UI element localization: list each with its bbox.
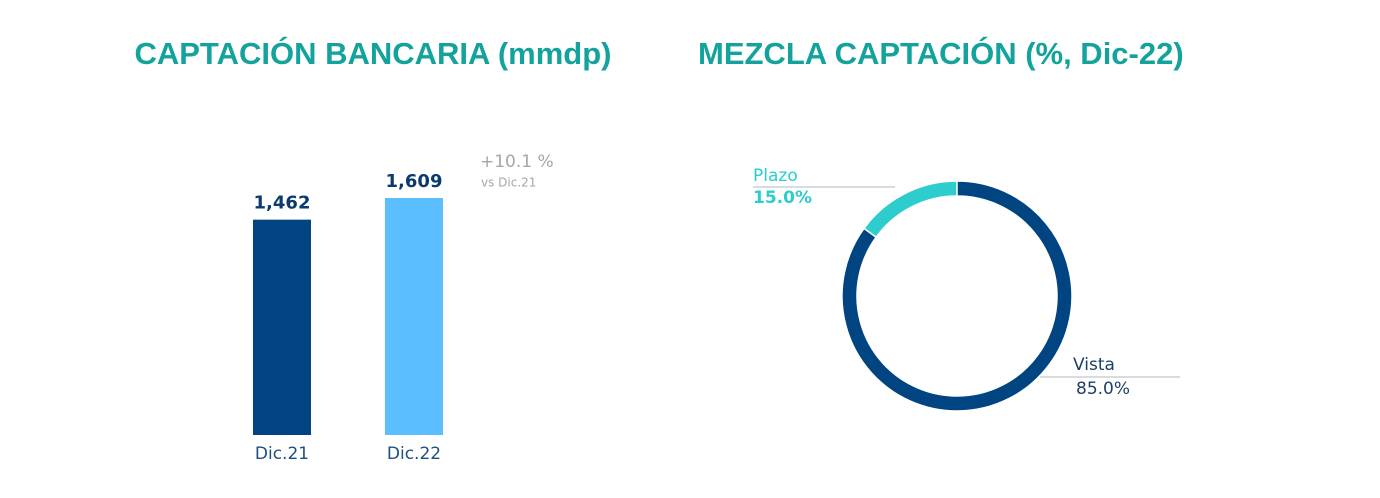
annotation: +10.1 % xyxy=(480,152,554,172)
bar xyxy=(385,198,443,435)
donut-segment xyxy=(862,180,958,239)
data-label: 1,609 xyxy=(386,171,443,192)
bar xyxy=(253,219,311,435)
donut-segment xyxy=(841,180,1073,412)
segment-value: 85.0% xyxy=(1076,379,1130,399)
segment-value: 15.0% xyxy=(753,188,812,208)
chart-title: MEZCLA CAPTACIÓN (%, Dic-22) xyxy=(698,35,1184,71)
chart-title: CAPTACIÓN BANCARIA (mmdp) xyxy=(134,35,611,71)
segment-label: Plazo xyxy=(753,166,798,186)
segment-label: Vista xyxy=(1073,355,1115,375)
data-label: 1,462 xyxy=(254,193,311,214)
x-tick-label: Dic.21 xyxy=(255,444,309,464)
x-tick-label: Dic.22 xyxy=(387,444,441,464)
annotation: vs Dic.21 xyxy=(481,176,536,190)
